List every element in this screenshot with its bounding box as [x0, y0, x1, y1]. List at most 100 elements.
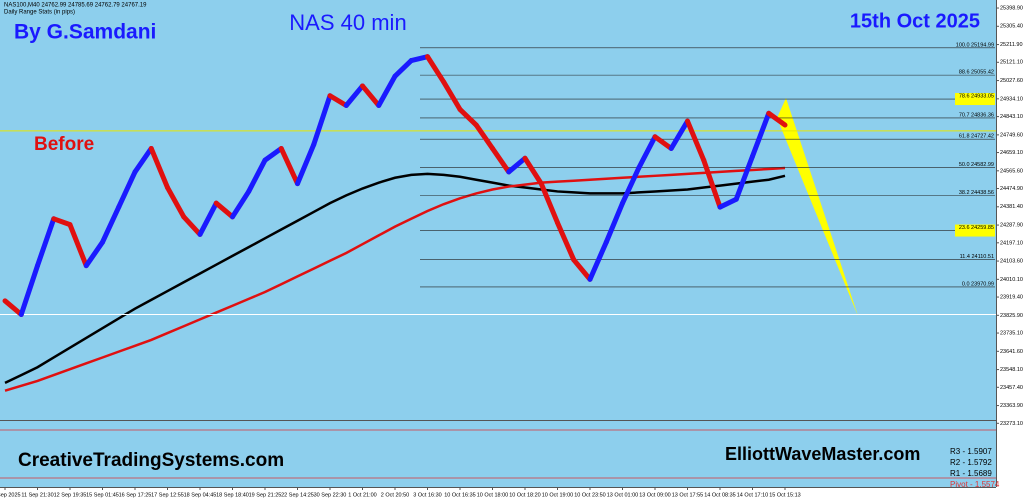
- fib-label: 50.0 24582.99: [959, 162, 994, 168]
- price-segment: [376, 73, 398, 108]
- moving-average: [4, 166, 786, 392]
- price-segment: [717, 196, 739, 210]
- y-tick-label: 23825.90: [1000, 313, 1023, 319]
- price-segment: [100, 204, 122, 245]
- pivot-label: Pivot - 1.5574: [950, 480, 1000, 489]
- price-segment: [490, 145, 512, 175]
- y-tick-label: 25027.60: [1000, 78, 1023, 84]
- price-segment: [132, 145, 154, 175]
- price-segment: [506, 155, 528, 175]
- before-label: Before: [34, 134, 94, 155]
- projection-wedge: [777, 98, 858, 316]
- price-segment: [668, 118, 690, 151]
- price-segment: [360, 83, 382, 108]
- pivot-label: R1 - 1.5689: [950, 469, 992, 478]
- x-tick-label: 15 Oct 15:13: [769, 492, 801, 498]
- price-segment: [425, 54, 447, 85]
- price-segment: [538, 181, 560, 226]
- price-segment: [116, 169, 138, 210]
- price-segment: [457, 106, 479, 128]
- price-segment: [35, 216, 57, 269]
- x-tick-label: 10 Oct 16:35: [444, 492, 476, 498]
- price-segment: [197, 200, 219, 237]
- x-tick-label: 11 Sep 21:30: [21, 492, 53, 498]
- y-tick-label: 25398.90: [1000, 5, 1023, 11]
- main-panel: [0, 0, 996, 420]
- price-segment: [620, 165, 642, 206]
- x-tick-label: 2 Oct 20:50: [381, 492, 409, 498]
- price-segment: [311, 93, 333, 148]
- y-tick-label: 24381.40: [1000, 204, 1023, 210]
- price-segment: [181, 214, 203, 237]
- price-segment: [67, 222, 89, 269]
- x-tick-label: 10 Oct 18:20: [509, 492, 541, 498]
- price-segment: [750, 110, 772, 159]
- y-tick-label: 25305.40: [1000, 24, 1023, 30]
- price-segment: [392, 58, 414, 79]
- fib-label: 38.2 24438.56: [959, 190, 994, 196]
- price-segment: [652, 134, 674, 151]
- x-tick-label: 19 Sep 21:25: [249, 492, 282, 498]
- y-tick-label: 24287.90: [1000, 223, 1023, 229]
- price-segment: [766, 110, 788, 128]
- price-segment: [441, 79, 463, 112]
- y-tick-label: 25211.90: [1000, 42, 1023, 48]
- y-tick-label: 24659.10: [1000, 150, 1023, 156]
- x-tick-label: 1 Oct 21:00: [348, 492, 376, 498]
- price-segment: [636, 134, 658, 171]
- price-segment: [343, 83, 365, 108]
- oscillator-panel: [0, 421, 996, 487]
- date-label: 15th Oct 2025: [850, 10, 980, 32]
- y-tick-label: 23919.40: [1000, 295, 1023, 301]
- x-tick-label: 3 Oct 16:30: [413, 492, 441, 498]
- price-segment: [246, 157, 268, 194]
- price-segment: [555, 220, 577, 263]
- y-tick-label: 24474.90: [1000, 186, 1023, 192]
- y-tick-label: 23548.10: [1000, 367, 1023, 373]
- price-segment: [603, 200, 625, 245]
- price-segment: [733, 153, 755, 202]
- price-segment: [473, 122, 495, 151]
- x-tick-label: 14 Oct 08:35: [704, 492, 736, 498]
- y-tick-label: 24934.10: [1000, 96, 1023, 102]
- fib-label: 100.0 25194.99: [956, 42, 994, 48]
- x-tick-label: 13 Oct 17:55: [672, 492, 704, 498]
- x-tick-label: 18 Sep 04:45: [184, 492, 217, 498]
- author: By G.Samdani: [14, 21, 156, 44]
- website: CreativeTradingSystems.com: [18, 450, 284, 471]
- y-tick-label: 23735.10: [1000, 331, 1023, 337]
- price-segment: [262, 145, 284, 163]
- y-tick-label: 24197.10: [1000, 240, 1023, 246]
- fib-label: 11.4 24110.51: [960, 254, 994, 260]
- x-tick-label: 13 Oct 01:00: [607, 492, 639, 498]
- price-segment: [295, 142, 317, 187]
- y-tick-label: 23363.90: [1000, 403, 1023, 409]
- price-segment: [571, 257, 593, 282]
- price-segment: [587, 239, 609, 282]
- price-segment: [701, 157, 723, 210]
- fib-label: 88.6 25055.42: [959, 70, 994, 76]
- info-line: Daily Range Stats (in pips): [4, 10, 75, 16]
- info-line: NAS100,M40 24762.99 24785.69 24762.79 24…: [4, 3, 147, 9]
- price-segment: [685, 118, 707, 163]
- price-segment: [213, 200, 235, 220]
- fib-label: 23.6 24259.85: [959, 225, 994, 231]
- x-tick-label: 15 Sep 01:45: [86, 492, 119, 498]
- price-segment: [83, 239, 105, 269]
- x-tick-label: 18 Sep 18:40: [216, 492, 249, 498]
- moving-average: [4, 172, 786, 385]
- fib-label: 70.7 24836.36: [959, 112, 994, 118]
- x-tick-label: 16 Sep 17:25: [119, 492, 152, 498]
- price-segment: [327, 93, 349, 108]
- price-segment: [2, 298, 24, 318]
- x-tick-label: 10 Oct 19:00: [542, 492, 574, 498]
- x-tick-label: 14 Oct 17:10: [737, 492, 769, 498]
- x-tick-label: 10 Sep 2025: [0, 492, 21, 498]
- website: ElliottWaveMaster.com: [725, 444, 920, 464]
- y-tick-label: 24565.60: [1000, 168, 1023, 174]
- price-segment: [408, 54, 430, 64]
- price-segment: [522, 155, 544, 187]
- x-tick-label: 30 Sep 22:30: [314, 492, 347, 498]
